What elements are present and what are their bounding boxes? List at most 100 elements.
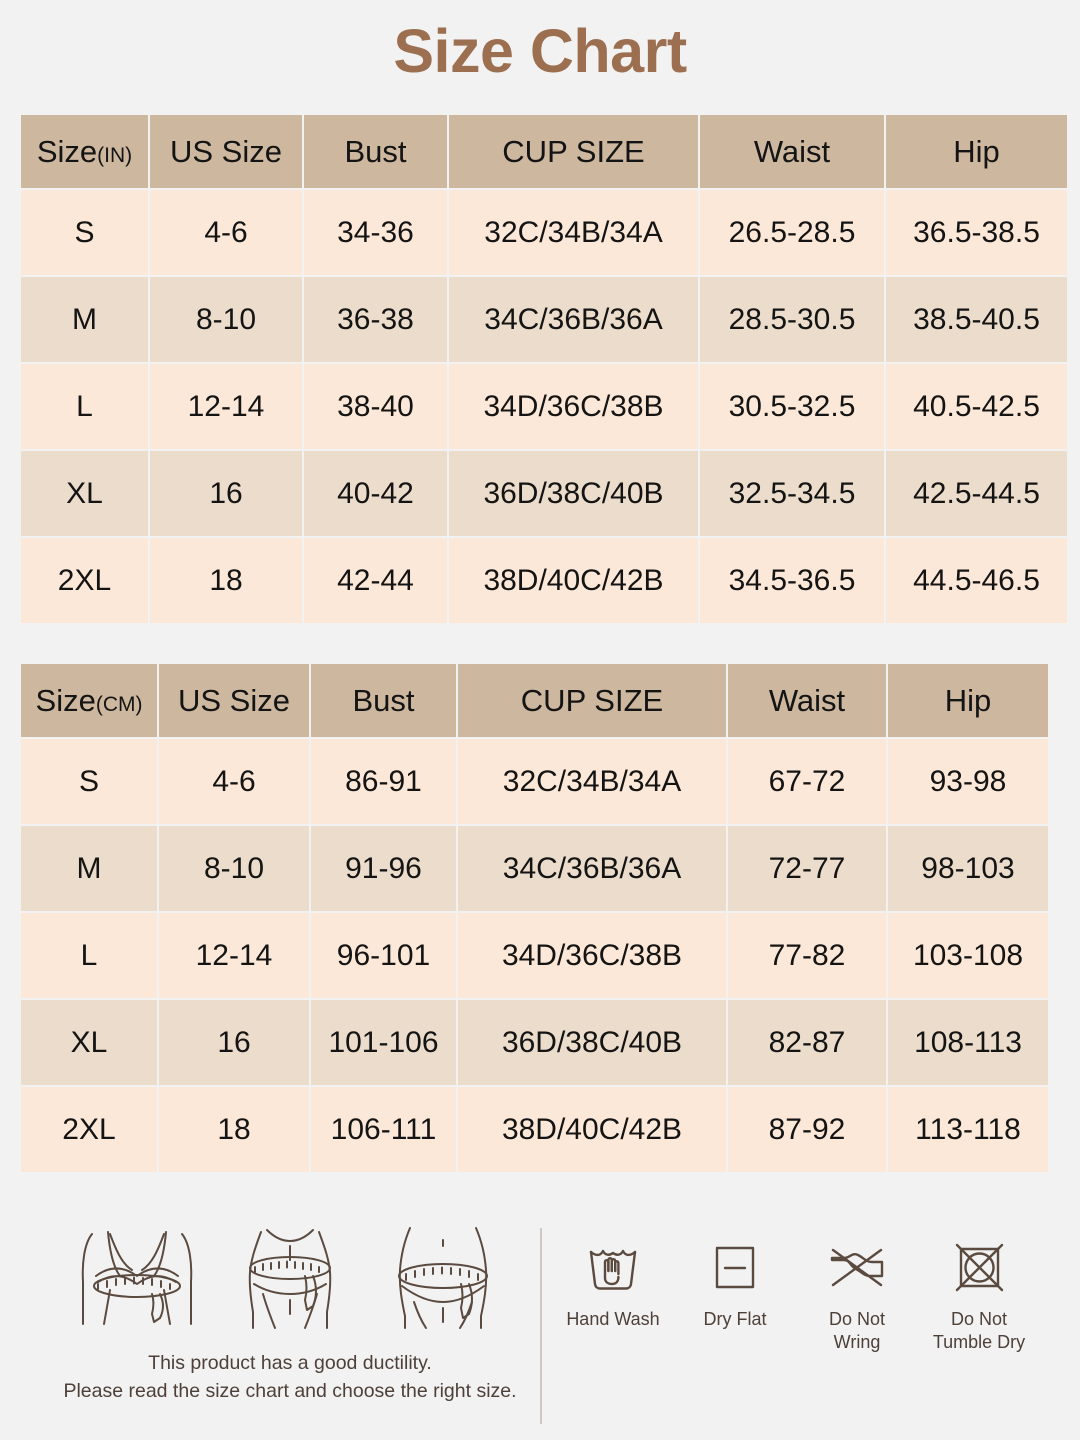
cell-cup-size: 34D/36C/38B	[458, 913, 726, 998]
care-label-dry-flat: Dry Flat	[703, 1309, 767, 1329]
cell-bust: 106-111	[311, 1087, 456, 1172]
cell-us-size: 4-6	[159, 739, 309, 824]
care-item-do-not-tumble-dry: Do Not Tumble Dry	[932, 1236, 1026, 1353]
column-header-waist: Waist	[728, 664, 886, 737]
cell-bust: 91-96	[311, 826, 456, 911]
cell-waist: 72-77	[728, 826, 886, 911]
cell-us-size: 12-14	[159, 913, 309, 998]
cell-hip: 40.5-42.5	[886, 364, 1067, 449]
cell-hip: 113-118	[888, 1087, 1048, 1172]
cell-hip: 42.5-44.5	[886, 451, 1067, 536]
cell-bust: 42-44	[304, 538, 447, 623]
cell-hip: 103-108	[888, 913, 1048, 998]
bust-measure-figure	[74, 1224, 200, 1334]
cell-waist: 67-72	[728, 739, 886, 824]
column-header-bust: Bust	[311, 664, 456, 737]
cell-hip: 36.5-38.5	[886, 190, 1067, 275]
cell-bust: 34-36	[304, 190, 447, 275]
cell-us-size: 16	[150, 451, 302, 536]
column-header-size-label: Size	[36, 133, 98, 169]
do-not-wring-icon	[810, 1236, 904, 1298]
cell-bust: 101-106	[311, 1000, 456, 1085]
table-row: 2XL 18 42-44 38D/40C/42B 34.5-36.5 44.5-…	[21, 538, 1067, 623]
cell-hip: 93-98	[888, 739, 1048, 824]
cell-waist: 32.5-34.5	[700, 451, 884, 536]
cell-waist: 28.5-30.5	[700, 277, 884, 362]
cell-waist: 87-92	[728, 1087, 886, 1172]
vertical-divider	[540, 1228, 542, 1424]
cell-hip: 38.5-40.5	[886, 277, 1067, 362]
table-header-row: Size(IN) US Size Bust CUP SIZE Waist Hip	[21, 115, 1067, 188]
cell-bust: 36-38	[304, 277, 447, 362]
column-header-size-label: Size	[35, 682, 96, 718]
cell-waist: 26.5-28.5	[700, 190, 884, 275]
care-label-do-not-wring: Do Not Wring	[828, 1309, 886, 1352]
cell-us-size: 18	[159, 1087, 309, 1172]
table-row: L 12-14 38-40 34D/36C/38B 30.5-32.5 40.5…	[21, 364, 1067, 449]
ductility-note-line-1: This product has a good ductility.	[148, 1352, 432, 1374]
column-header-cup-size: CUP SIZE	[458, 664, 726, 737]
table-row: M 8-10 91-96 34C/36B/36A 72-77 98-103	[21, 826, 1048, 911]
size-table-inches: Size(IN) US Size Bust CUP SIZE Waist Hip…	[19, 113, 1069, 625]
table-row: M 8-10 36-38 34C/36B/36A 28.5-30.5 38.5-…	[21, 277, 1067, 362]
cell-us-size: 8-10	[159, 826, 309, 911]
cell-size: M	[21, 277, 148, 362]
cell-size: L	[21, 364, 148, 449]
cell-hip: 108-113	[888, 1000, 1048, 1085]
page-title: Size Chart	[393, 17, 687, 85]
column-header-size-unit: (CM)	[95, 692, 143, 716]
cell-hip: 44.5-46.5	[886, 538, 1067, 623]
measurement-guide: This product has a good ductility. Pleas…	[60, 1224, 520, 1405]
table-row: XL 16 40-42 36D/38C/40B 32.5-34.5 42.5-4…	[21, 451, 1067, 536]
cell-cup-size: 34D/36C/38B	[449, 364, 698, 449]
column-header-size-unit: (IN)	[97, 143, 133, 167]
cell-size: 2XL	[21, 1087, 157, 1172]
dry-flat-icon	[688, 1236, 782, 1298]
cell-cup-size: 36D/38C/40B	[449, 451, 698, 536]
cell-bust: 86-91	[311, 739, 456, 824]
cell-us-size: 16	[159, 1000, 309, 1085]
cell-bust: 96-101	[311, 913, 456, 998]
column-header-bust: Bust	[304, 115, 447, 188]
cell-size: XL	[21, 1000, 157, 1085]
cell-waist: 34.5-36.5	[700, 538, 884, 623]
cell-waist: 77-82	[728, 913, 886, 998]
cell-bust: 38-40	[304, 364, 447, 449]
column-header-cup-size: CUP SIZE	[449, 115, 698, 188]
cell-us-size: 4-6	[150, 190, 302, 275]
table-row: S 4-6 34-36 32C/34B/34A 26.5-28.5 36.5-3…	[21, 190, 1067, 275]
column-header-us-size: US Size	[150, 115, 302, 188]
column-header-size: Size(CM)	[21, 664, 157, 737]
column-header-us-size: US Size	[159, 664, 309, 737]
column-header-waist: Waist	[700, 115, 884, 188]
table-header-row: Size(CM) US Size Bust CUP SIZE Waist Hip	[21, 664, 1048, 737]
do-not-tumble-dry-icon	[932, 1236, 1026, 1298]
table-row: S 4-6 86-91 32C/34B/34A 67-72 93-98	[21, 739, 1048, 824]
cell-us-size: 18	[150, 538, 302, 623]
care-instructions: Hand Wash Dry Flat Do Not Wring	[566, 1236, 1026, 1353]
cell-size: L	[21, 913, 157, 998]
cell-size: S	[21, 190, 148, 275]
column-header-hip: Hip	[888, 664, 1048, 737]
hand-wash-icon	[566, 1236, 660, 1298]
care-label-do-not-tumble-dry: Do Not Tumble Dry	[932, 1309, 1026, 1352]
cell-size: S	[21, 739, 157, 824]
column-header-hip: Hip	[886, 115, 1067, 188]
cell-cup-size: 32C/34B/34A	[449, 190, 698, 275]
cell-hip: 98-103	[888, 826, 1048, 911]
column-header-size: Size(IN)	[21, 115, 148, 188]
table-row: L 12-14 96-101 34D/36C/38B 77-82 103-108	[21, 913, 1048, 998]
cell-cup-size: 36D/38C/40B	[458, 1000, 726, 1085]
cell-cup-size: 38D/40C/42B	[449, 538, 698, 623]
table-row: XL 16 101-106 36D/38C/40B 82-87 108-113	[21, 1000, 1048, 1085]
size-table-centimeters: Size(CM) US Size Bust CUP SIZE Waist Hip…	[19, 662, 1050, 1174]
cell-waist: 82-87	[728, 1000, 886, 1085]
cell-size: XL	[21, 451, 148, 536]
cell-waist: 30.5-32.5	[700, 364, 884, 449]
table-row: 2XL 18 106-111 38D/40C/42B 87-92 113-118	[21, 1087, 1048, 1172]
cell-size: 2XL	[21, 538, 148, 623]
measurement-figures	[60, 1224, 520, 1334]
cell-cup-size: 34C/36B/36A	[458, 826, 726, 911]
cell-us-size: 8-10	[150, 277, 302, 362]
ductility-note: This product has a good ductility. Pleas…	[60, 1350, 520, 1405]
